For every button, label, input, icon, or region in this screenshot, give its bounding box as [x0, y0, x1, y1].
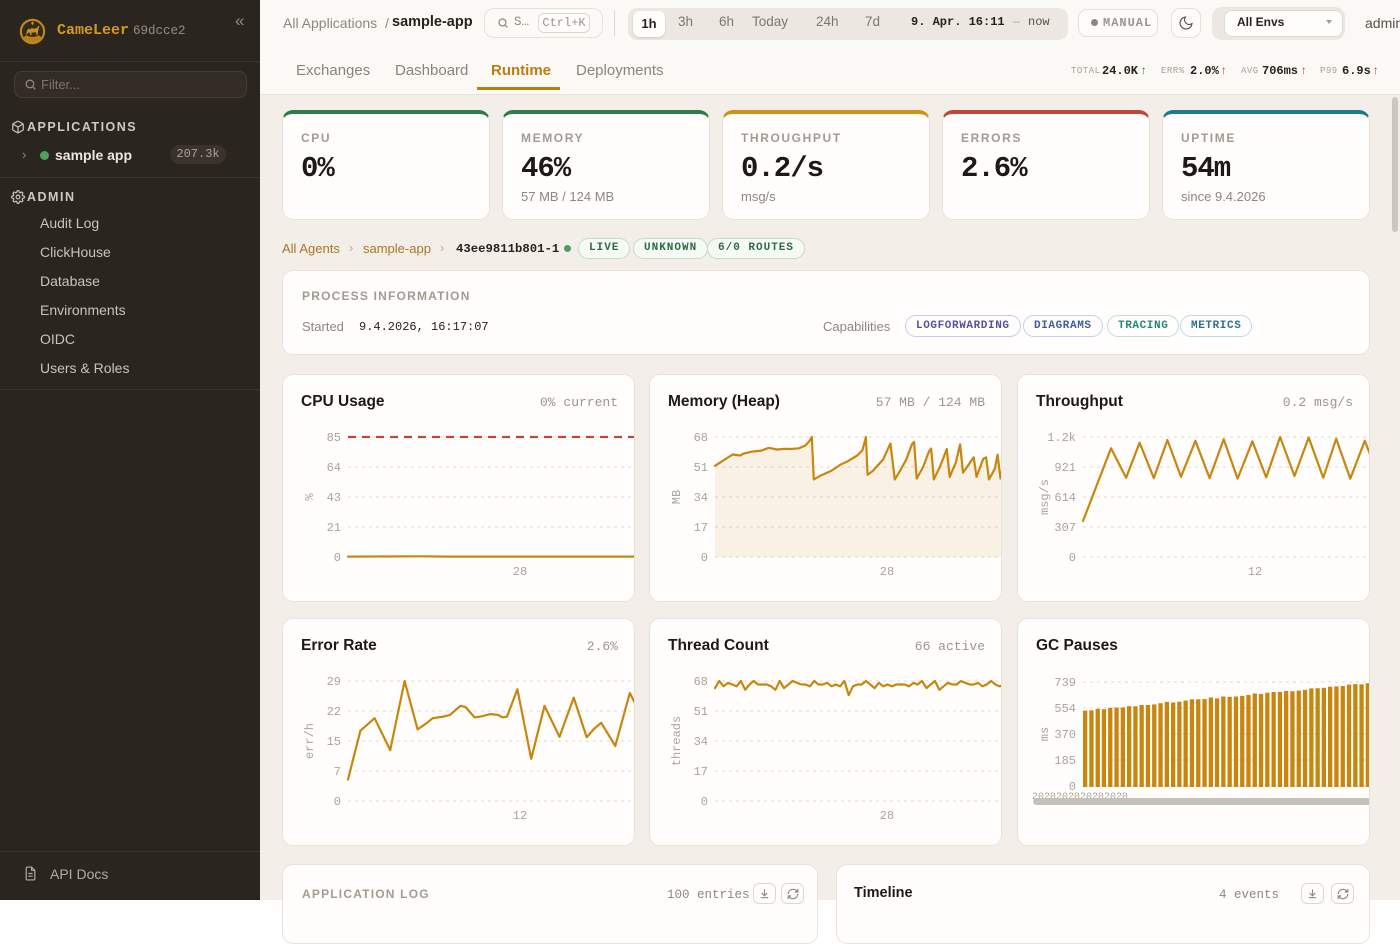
svg-text:0: 0: [1069, 551, 1076, 565]
svg-text:68: 68: [694, 675, 708, 689]
svg-text:ms: ms: [1038, 727, 1052, 741]
svg-text:22: 22: [327, 705, 341, 719]
svg-text:51: 51: [694, 461, 708, 475]
svg-text:739: 739: [1054, 676, 1076, 690]
svg-text:12: 12: [1248, 565, 1262, 579]
svg-text:614: 614: [1054, 491, 1076, 505]
svg-text:0: 0: [701, 795, 708, 809]
svg-text:34: 34: [694, 735, 708, 749]
svg-text:68: 68: [694, 431, 708, 445]
svg-text:921: 921: [1054, 461, 1076, 475]
svg-text:307: 307: [1054, 521, 1076, 535]
svg-text:185: 185: [1054, 754, 1076, 768]
svg-text:msg/s: msg/s: [1038, 479, 1052, 515]
svg-text:29: 29: [327, 675, 341, 689]
svg-text:64: 64: [327, 461, 341, 475]
svg-text:7: 7: [334, 765, 341, 779]
svg-text:err/h: err/h: [303, 723, 317, 759]
svg-text:43: 43: [327, 491, 341, 505]
svg-text:0: 0: [334, 795, 341, 809]
svg-text:17: 17: [694, 521, 708, 535]
svg-text:17: 17: [694, 765, 708, 779]
svg-text:0: 0: [1069, 780, 1076, 794]
svg-text:21: 21: [327, 521, 341, 535]
svg-text:51: 51: [694, 705, 708, 719]
svg-text:%: %: [303, 493, 317, 501]
svg-text:15: 15: [327, 735, 341, 749]
svg-text:1.2k: 1.2k: [1047, 431, 1076, 445]
svg-text:28: 28: [880, 565, 894, 579]
svg-text:0: 0: [334, 551, 341, 565]
svg-text:threads: threads: [670, 716, 684, 766]
svg-text:MB: MB: [670, 490, 684, 504]
svg-text:28: 28: [880, 809, 894, 823]
svg-text:370: 370: [1054, 728, 1076, 742]
svg-text:85: 85: [327, 431, 341, 445]
svg-text:2020202020202020: 2020202020202020: [1032, 792, 1128, 803]
svg-text:12: 12: [513, 809, 527, 823]
svg-text:0: 0: [701, 551, 708, 565]
svg-text:28: 28: [513, 565, 527, 579]
svg-text:554: 554: [1054, 702, 1076, 716]
svg-text:34: 34: [694, 491, 708, 505]
